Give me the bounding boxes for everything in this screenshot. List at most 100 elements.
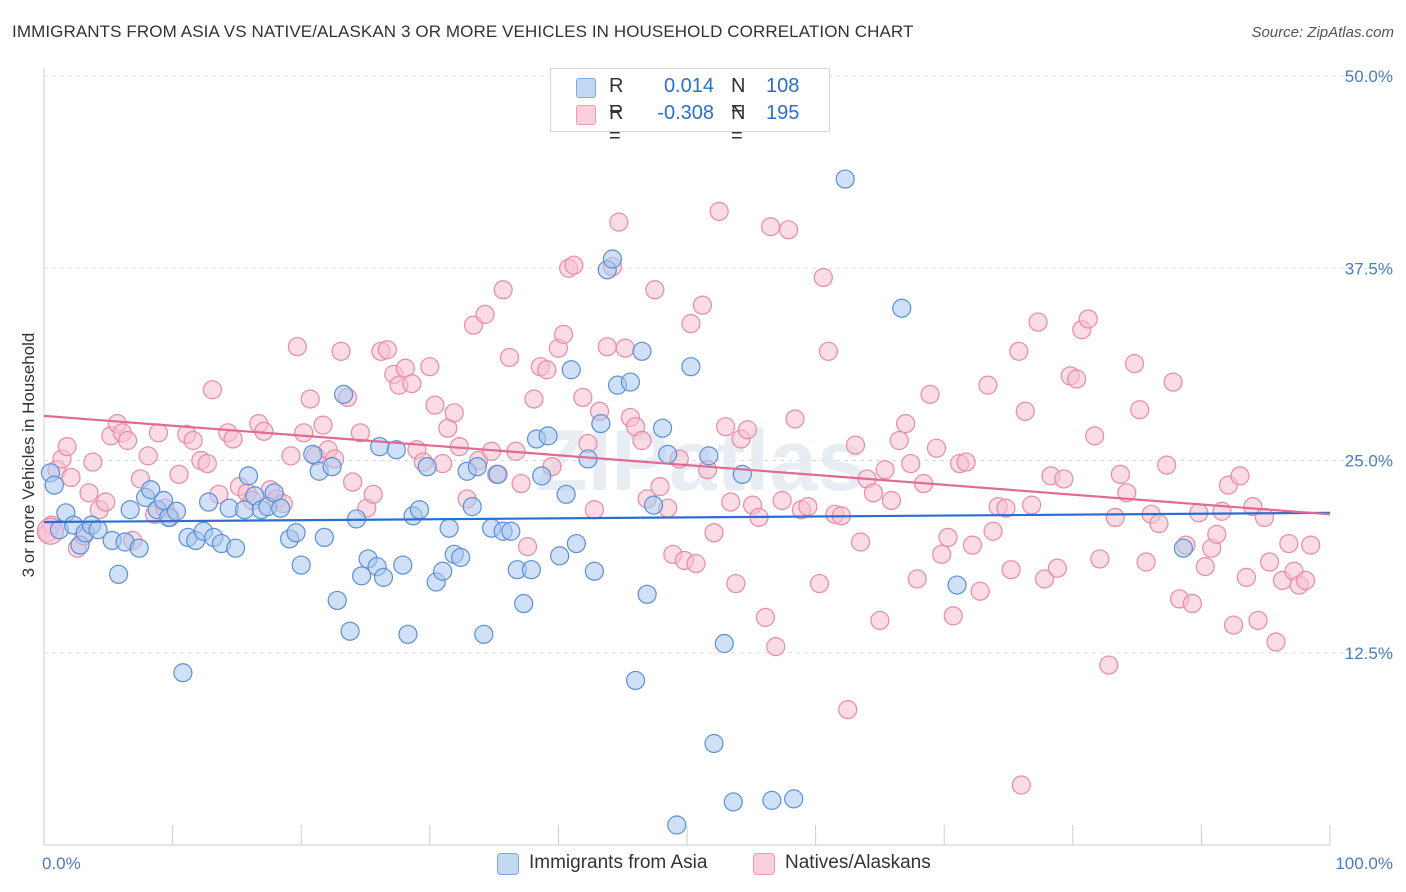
point-natives-alaskans — [524, 389, 544, 409]
legend-n-label: N = — [731, 75, 746, 120]
point-natives-alaskans — [962, 535, 983, 555]
point-immigrants-from-asia — [699, 446, 719, 466]
point-immigrants-from-asia — [521, 560, 541, 580]
point-natives-alaskans — [772, 490, 792, 511]
point-immigrants-from-asia — [643, 495, 664, 515]
point-natives-alaskans — [1099, 655, 1119, 675]
point-natives-alaskans — [1259, 552, 1280, 572]
point-natives-alaskans — [1047, 558, 1067, 578]
point-natives-alaskans — [1248, 610, 1268, 631]
point-natives-alaskans — [1001, 560, 1021, 580]
point-immigrants-from-asia — [226, 538, 246, 558]
trend-line — [43, 414, 1331, 516]
point-immigrants-from-asia — [532, 466, 552, 486]
point-natives-alaskans — [517, 537, 538, 557]
point-natives-alaskans — [584, 500, 605, 520]
point-natives-alaskans — [444, 403, 464, 423]
point-immigrants-from-asia — [314, 527, 334, 548]
point-immigrants-from-asia — [658, 444, 678, 464]
point-natives-alaskans — [420, 357, 440, 377]
legend-swatch-natives — [576, 105, 596, 125]
legend-r-label: R = — [609, 102, 624, 147]
point-natives-alaskans — [755, 607, 776, 627]
point-natives-alaskans — [377, 340, 397, 360]
point-immigrants-from-asia — [393, 555, 413, 575]
point-immigrants-from-asia — [550, 546, 570, 566]
point-natives-alaskans — [597, 337, 617, 357]
point-immigrants-from-asia — [566, 533, 587, 554]
point-immigrants-from-asia — [538, 426, 558, 446]
point-natives-alaskans — [1124, 354, 1145, 374]
point-immigrants-from-asia — [141, 480, 161, 500]
point-natives-alaskans — [632, 430, 652, 451]
source-label: Source: ZipAtlas.com — [1251, 24, 1394, 41]
point-natives-alaskans — [760, 217, 781, 237]
point-natives-alaskans — [926, 438, 947, 458]
point-natives-alaskans — [79, 483, 99, 503]
legend-r-label: R = — [609, 75, 624, 120]
point-natives-alaskans — [537, 360, 557, 380]
point-natives-alaskans — [798, 497, 818, 517]
point-immigrants-from-asia — [652, 418, 673, 438]
point-immigrants-from-asia — [322, 457, 342, 477]
point-natives-alaskans — [1110, 464, 1130, 484]
point-immigrants-from-asia — [556, 484, 576, 504]
point-natives-alaskans — [1117, 483, 1137, 503]
point-natives-alaskans — [778, 220, 799, 240]
point-immigrants-from-asia — [474, 624, 494, 644]
point-natives-alaskans — [889, 430, 909, 451]
point-natives-alaskans — [766, 636, 786, 657]
point-natives-alaskans — [870, 610, 890, 631]
point-immigrants-from-asia — [398, 624, 418, 644]
point-natives-alaskans — [956, 452, 976, 472]
point-natives-alaskans — [1090, 549, 1110, 569]
point-natives-alaskans — [183, 430, 203, 451]
point-natives-alaskans — [493, 280, 513, 300]
point-natives-alaskans — [645, 280, 665, 300]
point-natives-alaskans — [1130, 400, 1150, 420]
point-immigrants-from-asia — [129, 538, 149, 558]
point-natives-alaskans — [721, 492, 741, 512]
point-natives-alaskans — [313, 415, 333, 435]
point-natives-alaskans — [1279, 533, 1299, 554]
point-natives-alaskans — [1011, 775, 1031, 795]
point-natives-alaskans — [938, 527, 958, 548]
point-natives-alaskans — [681, 314, 701, 334]
point-natives-alaskans — [350, 423, 370, 443]
point-immigrants-from-asia — [334, 384, 354, 404]
point-natives-alaskans — [609, 212, 629, 232]
point-natives-alaskans — [1301, 535, 1321, 555]
point-natives-alaskans — [686, 553, 706, 574]
point-immigrants-from-asia — [620, 372, 641, 392]
point-immigrants-from-asia — [417, 457, 437, 477]
point-immigrants-from-asia — [373, 567, 394, 587]
point-natives-alaskans — [715, 417, 736, 437]
point-immigrants-from-asia — [44, 475, 64, 495]
point-natives-alaskans — [785, 409, 805, 429]
point-natives-alaskans — [809, 573, 830, 594]
point-natives-alaskans — [1149, 513, 1169, 534]
point-natives-alaskans — [818, 341, 839, 361]
point-natives-alaskans — [1195, 557, 1215, 577]
point-natives-alaskans — [61, 467, 81, 488]
point-natives-alaskans — [223, 429, 243, 449]
x-tick-label: 0.0% — [42, 854, 81, 873]
point-natives-alaskans — [281, 446, 301, 466]
x-tick-label: 100.0% — [1335, 854, 1393, 873]
point-natives-alaskans — [932, 544, 952, 564]
point-immigrants-from-asia — [199, 492, 219, 512]
point-natives-alaskans — [1157, 455, 1177, 475]
point-immigrants-from-asia — [291, 555, 311, 575]
point-immigrants-from-asia — [451, 547, 471, 567]
point-immigrants-from-asia — [681, 357, 701, 377]
point-natives-alaskans — [1034, 569, 1055, 589]
point-natives-alaskans — [978, 375, 998, 395]
point-immigrants-from-asia — [238, 466, 259, 486]
point-immigrants-from-asia — [286, 523, 306, 543]
point-natives-alaskans — [1182, 593, 1202, 614]
point-natives-alaskans — [511, 473, 531, 494]
point-natives-alaskans — [1163, 372, 1183, 392]
point-natives-alaskans — [1207, 524, 1227, 544]
point-immigrants-from-asia — [433, 561, 453, 581]
y-tick-label: 12.5% — [1345, 644, 1393, 663]
